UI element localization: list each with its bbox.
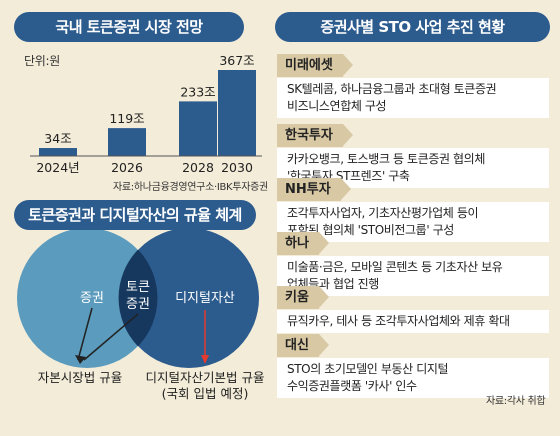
venn-circle-securities (17, 230, 157, 368)
venn-label-token-2: 증권 (126, 297, 150, 312)
description-line: 카카오뱅크, 토스뱅크 등 토큰증권 협의체 (287, 152, 485, 166)
bar-1 (108, 128, 146, 156)
venn-label-securities: 증권 (80, 291, 104, 306)
description-line: 미술품·금은, 모바일 콘텐츠 등 기초자산 보유 (287, 260, 503, 274)
bar-value-label-1: 119조 (109, 111, 144, 126)
x-tick-label-3: 2030 (221, 160, 253, 175)
bar-value-label-3: 367조 (219, 53, 254, 68)
right-note-2: (국회 입법 예정) (162, 386, 249, 401)
company-card: 하나 미술품·금은, 모바일 콘텐츠 등 기초자산 보유 업체들과 협업 진행 (277, 232, 549, 296)
arrow-head-left (75, 355, 86, 364)
sto-status-title: 증권사별 STO 사업 추진 현황 (275, 12, 550, 42)
x-tick-label-2: 2028 (182, 160, 214, 175)
bar-value-label-2: 233조 (180, 84, 215, 99)
company-name: 대신 (277, 334, 329, 357)
description-line: SK텔레콤, 하나금융그룹과 초대형 토큰증권 (287, 82, 497, 96)
arrow-overlap (83, 313, 139, 361)
company-card: 대신 STO의 초기모델인 부동산 디지털 수익증권플랫폼 '카사' 인수 (277, 334, 549, 398)
description-line: 포함된 협의체 'STO비전그룹' 구성 (287, 223, 454, 237)
company-name: 미래에셋 (277, 54, 353, 77)
description-line: STO의 초기모델인 부동산 디지털 (287, 362, 449, 376)
company-name: 하나 (277, 232, 329, 255)
arrow-securities (77, 307, 93, 361)
bar-2 (179, 101, 217, 156)
venn-label-token: 토큰 (126, 280, 150, 295)
venn-title: 토큰증권과 디지털자산의 규율 체계 (14, 200, 256, 230)
company-name: 키움 (277, 286, 329, 309)
company-card: 미래에셋 SK텔레콤, 하나금융그룹과 초대형 토큰증권 비즈니스연합체 구성 (277, 54, 549, 118)
chart-title: 국내 토큰증권 시장 전망 (14, 12, 244, 42)
chart-source: 자료:하나금융경영연구소·IBK투자증권 (113, 182, 268, 193)
description-line: 수익증권플랫폼 '카사' 인수 (287, 379, 417, 393)
venn-circle-digital-assets (119, 230, 259, 368)
right-source: 자료:각사 취합 (486, 396, 546, 407)
company-name: 한국투자 (277, 124, 353, 147)
venn-label-digital: 디지털자산 (175, 291, 235, 306)
bar-chart: 34조 2024년 119조 2026 233조 2028 367조 2030 (30, 53, 262, 175)
description-line: 뮤직카우, 테사 등 조각투자사업체와 제휴 확대 (287, 314, 510, 328)
bar-value-label-0: 34조 (44, 131, 71, 146)
unit-label: 단위:원 (24, 54, 60, 68)
x-tick-label-0: 2024년 (36, 160, 79, 175)
bar-3 (218, 70, 256, 156)
company-name: NH투자 (277, 178, 351, 201)
bar-0 (39, 148, 77, 156)
left-note: 자본시장법 규율 (38, 370, 122, 385)
company-description: 뮤직카우, 테사 등 조각투자사업체와 제휴 확대 (277, 310, 549, 333)
arrow-head-right (201, 355, 209, 364)
description-line: 조각투자사업자, 기초자산평가업체 등이 (287, 206, 479, 220)
x-tick-label-1: 2026 (111, 160, 143, 175)
description-line: 비즈니스연합체 구성 (287, 99, 387, 113)
venn-diagram: 증권 토큰 증권 디지털자산 자본시장법 규율 디지털자산기본법 규율 (국회 … (17, 230, 265, 401)
right-note-1: 디지털자산기본법 규율 (146, 370, 265, 385)
